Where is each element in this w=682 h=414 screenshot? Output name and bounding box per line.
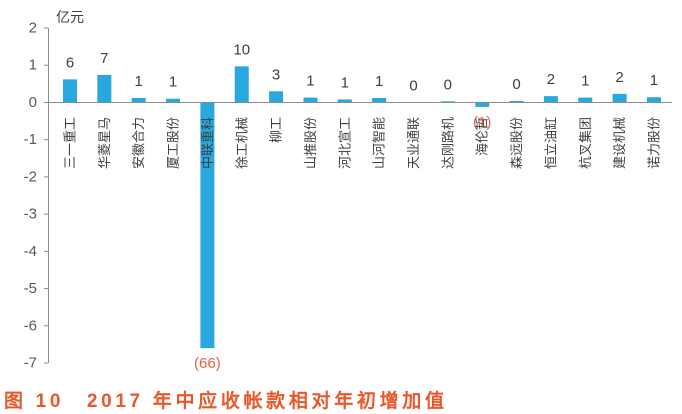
category-label: 天业通联 bbox=[406, 117, 421, 169]
category-label: 华菱星马 bbox=[97, 117, 112, 169]
data-label: 0 bbox=[409, 77, 417, 94]
bar-7 bbox=[269, 91, 284, 103]
category-label: 诺力股份 bbox=[646, 117, 661, 169]
bar-18 bbox=[646, 97, 661, 103]
data-label: 1 bbox=[169, 74, 177, 91]
bar-17 bbox=[612, 93, 627, 103]
bar-1 bbox=[63, 79, 77, 103]
bar-13 bbox=[475, 102, 490, 107]
category-label: 杭叉集团 bbox=[578, 117, 593, 169]
category-label: 山河智能 bbox=[372, 117, 387, 169]
y-axis-unit-label: 亿元 bbox=[56, 9, 84, 25]
category-label: 建设机械 bbox=[612, 117, 627, 169]
y-tick-label: -1 bbox=[24, 131, 37, 148]
data-labels: 6 71 1(66)103 1 1 1 0 0(1)0 2 1 2 1 bbox=[66, 41, 658, 372]
data-label: 1 bbox=[135, 73, 143, 90]
y-tick-label: -5 bbox=[24, 280, 37, 297]
bar-8 bbox=[303, 97, 318, 103]
data-label: (1) bbox=[473, 114, 491, 131]
data-label: 2 bbox=[547, 71, 555, 88]
data-label: 10 bbox=[233, 41, 250, 58]
category-label: 山推股份 bbox=[303, 117, 318, 169]
category-label: 柳工 bbox=[269, 117, 284, 143]
data-label: (66) bbox=[194, 355, 221, 372]
data-label: 1 bbox=[306, 73, 314, 90]
category-label: 森远股份 bbox=[509, 117, 524, 169]
data-label: 7 bbox=[100, 50, 108, 67]
y-tick-label: -2 bbox=[24, 168, 37, 185]
category-label: 三一重工 bbox=[63, 117, 78, 169]
data-label: 0 bbox=[512, 76, 520, 93]
y-tick-label: -3 bbox=[24, 206, 37, 223]
bar-3 bbox=[131, 97, 146, 103]
bar-16 bbox=[578, 97, 593, 103]
category-label: 安徽合力 bbox=[131, 117, 146, 169]
y-tick-label: 0 bbox=[29, 94, 37, 111]
y-axis: 2 1 0 -1 -2 -3 -4 -5 -6 -7 bbox=[24, 20, 49, 372]
data-label: 1 bbox=[341, 74, 349, 91]
bar-2 bbox=[97, 74, 112, 103]
category-label: 中联重科 bbox=[200, 117, 215, 169]
bar-12 bbox=[440, 101, 455, 103]
bar-10 bbox=[372, 97, 387, 103]
category-label: 徐工机械 bbox=[234, 117, 249, 169]
y-tick-label: -7 bbox=[24, 355, 37, 372]
figure-caption: 图 10 2017 年中应收帐款相对年初增加值 bbox=[4, 389, 444, 412]
bar-9 bbox=[337, 99, 352, 103]
y-tick-label: -6 bbox=[24, 317, 37, 334]
category-labels: 三一重工 华菱星马 安徽合力 厦工股份 中联重科 徐工机械 柳工 山推股份 河北宣工 山河智能 天业… bbox=[63, 117, 662, 169]
data-label: 2 bbox=[615, 69, 623, 86]
data-label: 1 bbox=[650, 72, 658, 89]
category-label: 恒立油缸 bbox=[543, 117, 558, 169]
data-label: 0 bbox=[444, 76, 452, 93]
bar-15 bbox=[543, 96, 558, 103]
bar-6 bbox=[234, 66, 249, 103]
y-tick-label: 2 bbox=[29, 20, 37, 37]
bar-4 bbox=[166, 98, 181, 103]
y-tick-marks bbox=[44, 27, 48, 364]
category-label: 厦工股份 bbox=[166, 117, 181, 169]
y-tick-label: 1 bbox=[29, 57, 37, 74]
bar-14 bbox=[509, 100, 524, 103]
y-tick-label: -4 bbox=[24, 243, 37, 260]
bars bbox=[63, 66, 661, 349]
category-label: 海伦哲 bbox=[475, 117, 490, 156]
category-label: 河北宣工 bbox=[337, 117, 352, 169]
data-label: 3 bbox=[272, 66, 280, 83]
data-label: 6 bbox=[66, 54, 74, 71]
data-label: 1 bbox=[581, 73, 589, 90]
data-label: 1 bbox=[375, 73, 383, 90]
y-tick-labels: 2 1 0 -1 -2 -3 -4 -5 -6 -7 bbox=[24, 20, 37, 372]
category-label: 达刚路机 bbox=[440, 117, 455, 169]
bar-5 bbox=[200, 102, 215, 349]
